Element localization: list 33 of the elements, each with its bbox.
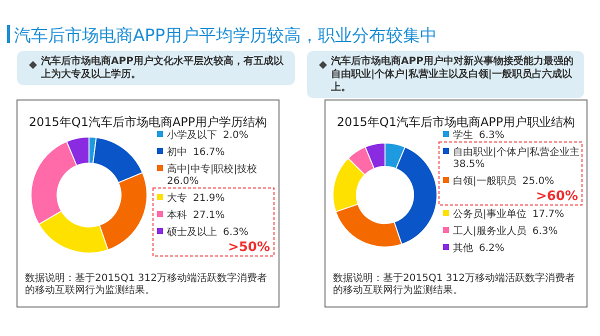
legend-label: 学生 xyxy=(453,129,473,141)
data-label: 6.3% xyxy=(479,130,504,141)
chart-subtitle: 汽车后市场电商APP用户文化水平层次较高，有五成以上为大专及以上学历。 xyxy=(40,55,284,80)
data-label: 26.0% xyxy=(167,176,199,187)
text: 汽车后市场电商APP用户平均学历较高，职业分布较集中 xyxy=(14,26,438,46)
data-label: 21.9% xyxy=(193,193,225,204)
legend-label: 其他 xyxy=(453,242,473,254)
text: 2015年Q1汽车后市场电商APP用户职业结构 xyxy=(336,115,576,129)
data-label: 17.7% xyxy=(532,209,564,220)
data-label: 6.3% xyxy=(532,226,558,237)
legend-label: 自由职业|个体户|私营企业主 xyxy=(453,146,580,158)
legend-label: 大专 xyxy=(167,192,187,204)
data-label: 6.3% xyxy=(223,227,248,238)
data-label: 6.2% xyxy=(479,243,504,254)
legend-label: 初中 xyxy=(167,146,187,158)
data-label: 25.0% xyxy=(522,176,554,187)
text: 数据说明：基于2015Q1 312万移动端活跃数字消费者的移动互联网行为监测结果。 xyxy=(333,272,575,296)
legend-label: 硕士及以上 xyxy=(166,226,217,238)
legend-label: 本科 xyxy=(167,209,187,221)
data-label: 27.1% xyxy=(193,210,225,221)
text: >60% xyxy=(536,189,578,204)
text: >50% xyxy=(228,240,270,255)
legend-label: 高中|中专|职校|技校 xyxy=(167,163,258,175)
chart-subtitle: 汽车后市场电商APP用户中对新兴事物接受能力最强的自由职业|个体户|私营业主以及白领|一般职员占六成以上。 xyxy=(330,55,574,93)
data-label: 16.7% xyxy=(193,147,225,158)
legend-label: 公务员|事业单位 xyxy=(453,208,526,220)
text: 2015年Q1汽车后市场电商APP用户学历结构 xyxy=(28,115,268,129)
legend-label: 小学及以下 xyxy=(167,129,217,141)
legend-label: 工人|服务业人员 xyxy=(453,225,526,237)
text: 数据说明：基于2015Q1 312万移动端活跃数字消费者的移动互联网行为监测结果。 xyxy=(25,272,267,296)
data-label: 2.0% xyxy=(223,130,248,141)
legend-label: 白领|一般职员 xyxy=(453,175,516,187)
data-label: 38.5% xyxy=(453,159,485,170)
